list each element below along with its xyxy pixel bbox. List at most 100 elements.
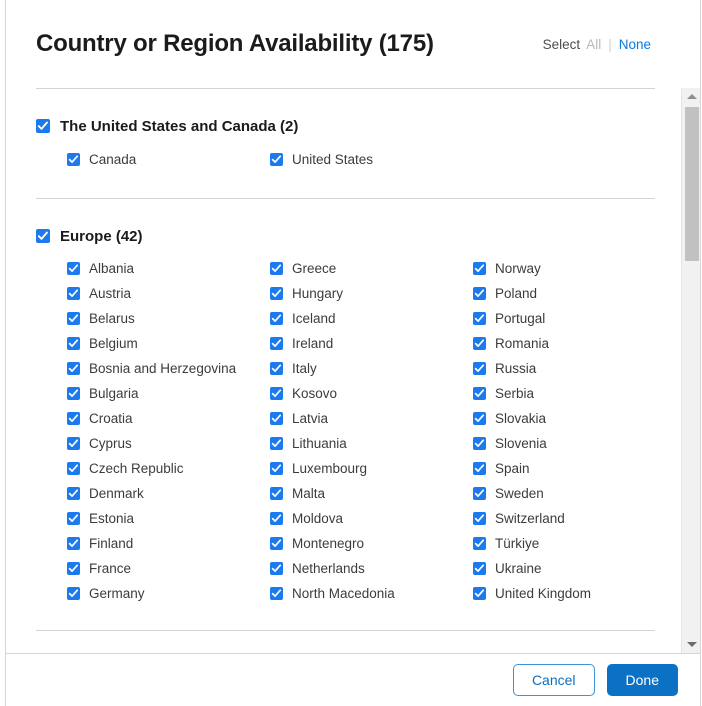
country-checkbox[interactable] — [473, 312, 486, 325]
country-checkbox[interactable] — [270, 587, 283, 600]
country-checkbox[interactable] — [67, 262, 80, 275]
country-item[interactable]: Luxembourg — [270, 456, 473, 481]
vertical-scrollbar[interactable] — [681, 88, 700, 653]
section-header-europe[interactable]: Europe (42) — [36, 199, 661, 251]
country-checkbox[interactable] — [270, 287, 283, 300]
country-item[interactable]: Malta — [270, 481, 473, 506]
country-item[interactable]: Bosnia and Herzegovina — [67, 356, 270, 381]
select-all-link[interactable]: All — [586, 36, 602, 52]
country-checkbox[interactable] — [67, 487, 80, 500]
country-checkbox[interactable] — [67, 537, 80, 550]
country-checkbox[interactable] — [270, 387, 283, 400]
done-button[interactable]: Done — [606, 664, 678, 696]
country-item[interactable]: Russia — [473, 356, 676, 381]
cancel-button[interactable]: Cancel — [512, 664, 595, 696]
country-checkbox[interactable] — [473, 462, 486, 475]
country-checkbox[interactable] — [473, 362, 486, 375]
country-item[interactable]: Poland — [473, 281, 676, 306]
country-item[interactable]: Romania — [473, 331, 676, 356]
country-checkbox[interactable] — [67, 462, 80, 475]
country-item[interactable]: North Macedonia — [270, 581, 473, 606]
country-checkbox[interactable] — [473, 412, 486, 425]
country-item[interactable]: Denmark — [67, 481, 270, 506]
country-item[interactable]: Spain — [473, 456, 676, 481]
country-checkbox[interactable] — [270, 512, 283, 525]
country-item[interactable]: Bulgaria — [67, 381, 270, 406]
country-checkbox[interactable] — [67, 337, 80, 350]
country-checkbox[interactable] — [67, 312, 80, 325]
country-checkbox[interactable] — [270, 153, 283, 166]
country-checkbox[interactable] — [67, 562, 80, 575]
country-item[interactable]: Slovenia — [473, 431, 676, 456]
country-checkbox[interactable] — [67, 512, 80, 525]
country-checkbox[interactable] — [67, 287, 80, 300]
scrollbar-thumb[interactable] — [685, 107, 699, 261]
country-checkbox[interactable] — [473, 512, 486, 525]
scroll-down-button[interactable] — [682, 636, 701, 653]
country-item[interactable]: United Kingdom — [473, 581, 676, 606]
country-checkbox[interactable] — [473, 337, 486, 350]
country-checkbox[interactable] — [67, 153, 80, 166]
country-checkbox[interactable] — [473, 437, 486, 450]
country-checkbox[interactable] — [473, 487, 486, 500]
country-item[interactable]: Germany — [67, 581, 270, 606]
sections-scroll-area[interactable]: The United States and Canada (2) Canada Un… — [6, 88, 681, 653]
country-item[interactable]: Switzerland — [473, 506, 676, 531]
country-checkbox[interactable] — [270, 412, 283, 425]
country-checkbox[interactable] — [473, 262, 486, 275]
country-item[interactable]: Czech Republic — [67, 456, 270, 481]
country-item[interactable]: Cyprus — [67, 431, 270, 456]
country-item[interactable]: Belgium — [67, 331, 270, 356]
country-checkbox[interactable] — [270, 362, 283, 375]
country-item[interactable]: Lithuania — [270, 431, 473, 456]
scroll-up-button[interactable] — [682, 88, 701, 105]
country-item[interactable]: Canada — [67, 147, 270, 172]
country-item[interactable]: Austria — [67, 281, 270, 306]
country-checkbox[interactable] — [270, 437, 283, 450]
country-checkbox[interactable] — [270, 487, 283, 500]
country-checkbox[interactable] — [473, 287, 486, 300]
country-checkbox[interactable] — [67, 412, 80, 425]
country-item[interactable]: United States — [270, 147, 473, 172]
country-checkbox[interactable] — [473, 537, 486, 550]
country-checkbox[interactable] — [473, 387, 486, 400]
country-item[interactable]: France — [67, 556, 270, 581]
country-item[interactable]: Moldova — [270, 506, 473, 531]
country-item[interactable]: Slovakia — [473, 406, 676, 431]
country-checkbox[interactable] — [67, 362, 80, 375]
country-item[interactable]: Türkiye — [473, 531, 676, 556]
country-item[interactable]: Portugal — [473, 306, 676, 331]
country-item[interactable]: Croatia — [67, 406, 270, 431]
country-item[interactable]: Greece — [270, 256, 473, 281]
country-checkbox[interactable] — [270, 462, 283, 475]
country-checkbox[interactable] — [67, 387, 80, 400]
country-item[interactable]: Belarus — [67, 306, 270, 331]
section-checkbox-us-canada[interactable] — [36, 119, 50, 133]
country-item[interactable]: Iceland — [270, 306, 473, 331]
country-checkbox[interactable] — [67, 587, 80, 600]
country-checkbox[interactable] — [473, 587, 486, 600]
country-item[interactable]: Finland — [67, 531, 270, 556]
country-item[interactable]: Ireland — [270, 331, 473, 356]
country-item[interactable]: Ukraine — [473, 556, 676, 581]
country-item[interactable]: Latvia — [270, 406, 473, 431]
country-item[interactable]: Sweden — [473, 481, 676, 506]
country-checkbox[interactable] — [270, 537, 283, 550]
country-item[interactable]: Albania — [67, 256, 270, 281]
country-item[interactable]: Netherlands — [270, 556, 473, 581]
section-checkbox-europe[interactable] — [36, 229, 50, 243]
country-checkbox[interactable] — [473, 562, 486, 575]
country-item[interactable]: Estonia — [67, 506, 270, 531]
country-item[interactable]: Serbia — [473, 381, 676, 406]
country-checkbox[interactable] — [270, 562, 283, 575]
country-item[interactable]: Montenegro — [270, 531, 473, 556]
country-item[interactable]: Italy — [270, 356, 473, 381]
country-checkbox[interactable] — [270, 337, 283, 350]
country-item[interactable]: Hungary — [270, 281, 473, 306]
country-checkbox[interactable] — [67, 437, 80, 450]
section-header-us-canada[interactable]: The United States and Canada (2) — [36, 89, 661, 141]
country-checkbox[interactable] — [270, 262, 283, 275]
country-item[interactable]: Kosovo — [270, 381, 473, 406]
country-checkbox[interactable] — [270, 312, 283, 325]
select-none-link[interactable]: None — [618, 36, 651, 52]
